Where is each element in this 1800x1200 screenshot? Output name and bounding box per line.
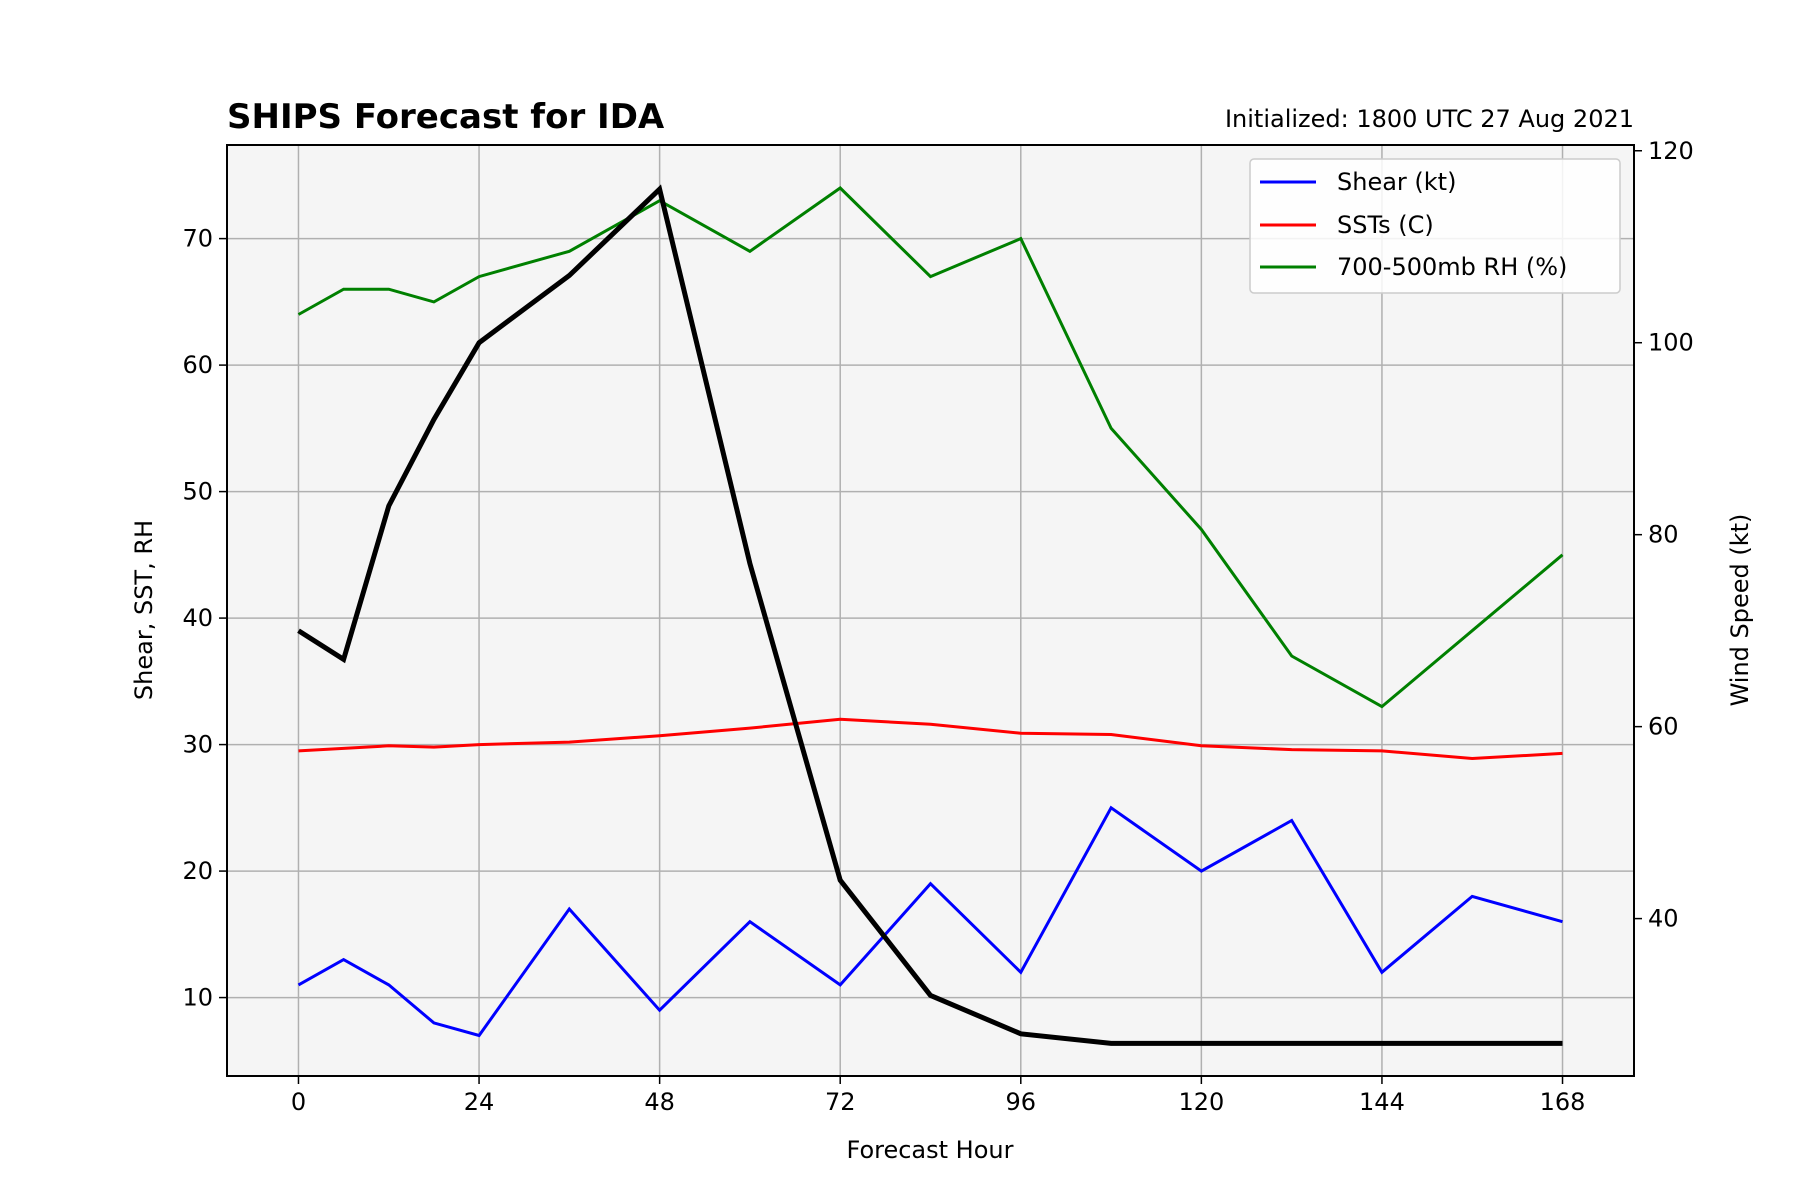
legend-label-rh: 700-500mb RH (%) xyxy=(1337,253,1567,281)
y-left-tick-label: 70 xyxy=(182,225,213,253)
y-left-tick-label: 40 xyxy=(182,604,213,632)
y-right-tick-label: 80 xyxy=(1648,521,1679,549)
x-tick-label: 48 xyxy=(644,1088,675,1116)
y-axis-label-left: Shear, SST, RH xyxy=(130,520,158,700)
sst-line xyxy=(298,717,1563,761)
plot-area xyxy=(227,145,1634,1076)
x-tick-label: 72 xyxy=(825,1088,856,1116)
chart-title: SHIPS Forecast for IDA xyxy=(227,97,665,137)
grid-lines xyxy=(227,145,1634,1076)
x-tick-label: 0 xyxy=(291,1088,306,1116)
legend-box xyxy=(1249,158,1621,294)
y-left-tick-label: 60 xyxy=(182,351,213,379)
plot-frame xyxy=(226,144,1635,1077)
y-left-tick-label: 50 xyxy=(182,478,213,506)
x-axis-label: Forecast Hour xyxy=(847,1136,1014,1164)
legend-label-sst: SSTs (C) xyxy=(1337,211,1434,239)
x-tick-label: 144 xyxy=(1359,1088,1405,1116)
x-tick-label: 96 xyxy=(1006,1088,1037,1116)
axes: 0 24 48 72 96 120 144 168 10 20 30 40 50 60 70 40 60 80 10… xyxy=(182,137,1693,1116)
y-right-tick-label: 100 xyxy=(1648,329,1694,357)
y-left-tick-label: 10 xyxy=(182,984,213,1012)
wind-speed-line xyxy=(297,184,1563,1046)
x-tick-label: 168 xyxy=(1540,1088,1586,1116)
y-axis-label-right: Wind Speed (kt) xyxy=(1726,514,1754,707)
y-left-tick-label: 20 xyxy=(182,857,213,885)
rh-line xyxy=(297,186,1564,709)
x-tick-label: 24 xyxy=(464,1088,495,1116)
series-lines xyxy=(297,184,1564,1046)
legend: Shear (kt) SSTs (C) 700-500mb RH (%) xyxy=(1249,158,1621,294)
y-left-tick-label: 30 xyxy=(182,731,213,759)
x-tick-label: 120 xyxy=(1178,1088,1224,1116)
y-right-tick-label: 120 xyxy=(1648,137,1694,165)
shear-line xyxy=(297,805,1563,1038)
y-right-tick-label: 40 xyxy=(1648,905,1679,933)
legend-label-shear: Shear (kt) xyxy=(1337,168,1456,196)
chart-initialized-time: Initialized: 1800 UTC 27 Aug 2021 xyxy=(1225,105,1634,133)
y-right-tick-label: 60 xyxy=(1648,713,1679,741)
